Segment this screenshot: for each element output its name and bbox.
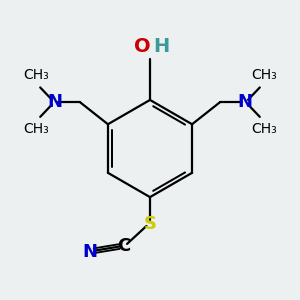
Text: N: N [238,93,253,111]
Text: S: S [143,214,157,232]
Text: CH₃: CH₃ [23,122,49,136]
Text: CH₃: CH₃ [23,68,49,82]
Text: CH₃: CH₃ [251,68,277,82]
Text: N: N [47,93,62,111]
Text: N: N [82,243,97,261]
Text: H: H [153,38,169,56]
Text: O: O [134,38,151,56]
Text: C: C [117,237,130,255]
Text: CH₃: CH₃ [251,122,277,136]
